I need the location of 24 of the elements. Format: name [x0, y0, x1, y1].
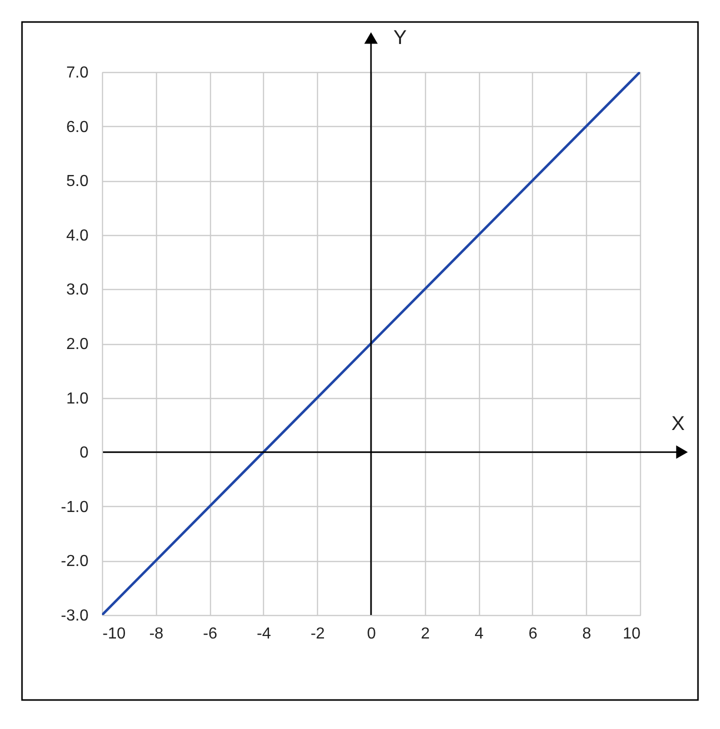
y-tick-label: 3.0 [66, 282, 89, 299]
x-tick-label: 2 [420, 626, 430, 642]
y-tick-label: -2.0 [60, 553, 89, 570]
x-tick-label: 0 [367, 626, 376, 642]
x-tick-label: -10 [102, 626, 126, 642]
x-tick-label: -8 [149, 626, 164, 642]
x-tick-label: 8 [582, 626, 592, 642]
y-tick-label: 1.0 [66, 390, 89, 408]
y-tick-label: 2.0 [66, 336, 89, 353]
y-tick-label: -1.0 [60, 498, 89, 516]
y-tick-label: 0 [80, 444, 89, 462]
x-axis-title: X [671, 413, 685, 435]
x-tick-label: 6 [528, 626, 538, 642]
y-tick-label: 5.0 [66, 173, 89, 190]
y-tick-label: 6.0 [66, 118, 89, 136]
y-tick-label: 4.0 [66, 227, 89, 244]
x-tick-label: 4 [474, 626, 484, 642]
y-tick-label: -3.0 [60, 608, 89, 624]
y-axis-title: Y [393, 27, 407, 49]
x-tick-label: -2 [310, 626, 325, 642]
x-tick-label: -6 [202, 626, 218, 642]
x-tick-label: -4 [256, 626, 272, 642]
x-tick-label: 10 [622, 626, 641, 642]
y-tick-label: 7.0 [66, 64, 89, 82]
